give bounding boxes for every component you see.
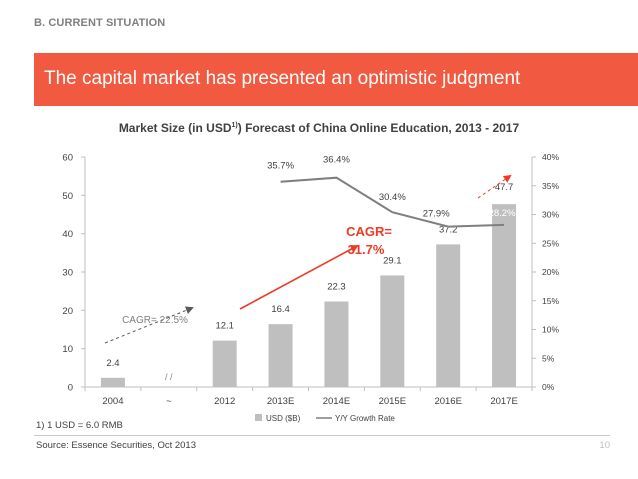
bar-value-label: 37.2 — [439, 224, 458, 235]
footnote: 1) 1 USD = 6.0 RMB — [36, 420, 123, 431]
bar-2015E — [380, 275, 405, 387]
y-right-tick-label: 0% — [542, 382, 555, 392]
bar-value-label: 29.1 — [383, 255, 402, 266]
y-right-tick-label: 30% — [542, 210, 559, 220]
x-tick-label: 2013E — [267, 396, 294, 407]
legend-swatch-bar — [255, 414, 262, 421]
y-left-tick-label: 10 — [62, 344, 73, 355]
x-tick-label: 2012 — [214, 396, 235, 407]
bar-2016E — [436, 244, 461, 387]
bar-2013E — [268, 324, 293, 387]
y-left-tick-label: 0 — [68, 383, 73, 394]
page-number: 10 — [599, 440, 610, 451]
y-right-tick-label: 35% — [542, 181, 559, 191]
bar-2017E — [492, 204, 517, 387]
growth-rate-label: 30.4% — [379, 192, 406, 203]
bar-2014E — [324, 301, 349, 387]
axis-break-mark: / / — [165, 372, 173, 382]
chart-title: Market Size (in USD1)) Forecast of China… — [0, 121, 638, 135]
growth-rate-label: 35.7% — [267, 161, 294, 172]
y-right-tick-label: 25% — [542, 238, 559, 248]
y-left-tick-label: 50 — [62, 191, 73, 202]
growth-rate-line — [280, 176, 505, 228]
cagr-early-label: CAGR= 22.5% — [122, 315, 188, 326]
cagr-late-arrow — [239, 245, 359, 310]
x-tick-label: ~ — [166, 396, 172, 407]
bar-2012 — [212, 340, 237, 387]
y-right-tick-label: 40% — [542, 152, 559, 162]
y-left-tick-label: 60 — [62, 153, 73, 164]
x-tick-label: 2017E — [490, 396, 517, 407]
y-right-tick-label: 10% — [542, 325, 559, 335]
bar-value-label: 12.1 — [215, 321, 234, 332]
y-right-tick-label: 15% — [542, 296, 559, 306]
chart-title-prefix: Market Size (in USD — [118, 121, 232, 135]
chart-title-suffix: ) Forecast of China Online Education, 20… — [237, 121, 520, 135]
bar-2004 — [100, 377, 125, 387]
legend-label-line: Y/Y Growth Rate — [335, 414, 395, 423]
y-left-tick-label: 20 — [62, 306, 73, 317]
bar-value-label: 47.7 — [495, 182, 514, 193]
bar-value-label: 2.4 — [106, 358, 119, 369]
chart-title-sup: 1) — [231, 122, 238, 129]
growth-rate-label: 36.4% — [323, 155, 350, 166]
y-left-tick-label: 30 — [62, 268, 73, 279]
cagr-late-label-line2: 31.7% — [348, 242, 385, 257]
x-tick-label: 2014E — [323, 396, 350, 407]
legend-label-bar: USD ($B) — [266, 414, 301, 423]
x-tick-label: 2015E — [379, 396, 406, 407]
y-right-tick-label: 5% — [542, 353, 555, 363]
title-bar: The capital market has presented an opti… — [34, 53, 638, 106]
cagr-early-arrow — [104, 306, 194, 344]
x-tick-label: 2016E — [434, 396, 461, 407]
bar-value-label: 22.3 — [327, 282, 346, 293]
source-divider — [34, 435, 610, 436]
growth-trend-arrow — [477, 174, 512, 199]
bar-value-label: 16.4 — [271, 304, 290, 315]
market-size-chart: 0 10 20 30 40 50 60 0% 5% 10% 15% 20% 25% 30% 35% 40% 20… — [62, 152, 559, 423]
source-text: Source: Essence Securities, Oct 2013 — [36, 440, 196, 451]
cagr-late-label-line1: CAGR= — [346, 224, 392, 239]
y-right-tick-label: 20% — [542, 267, 559, 277]
growth-rate-label: 27.9% — [423, 209, 450, 220]
page-title: The capital market has presented an opti… — [44, 68, 521, 89]
y-left-tick-label: 40 — [62, 229, 73, 240]
x-tick-label: 2004 — [102, 396, 123, 407]
section-label: B. CURRENT SITUATION — [34, 17, 166, 29]
growth-rate-label: 28.2% — [489, 208, 516, 219]
